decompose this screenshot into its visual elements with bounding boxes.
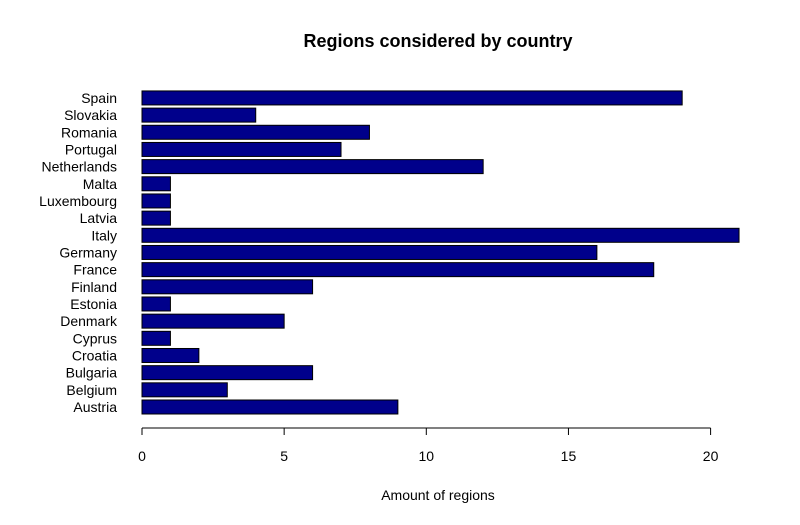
category-label-bulgaria: Bulgaria xyxy=(66,365,118,381)
category-label-estonia: Estonia xyxy=(70,296,117,312)
category-label-latvia: Latvia xyxy=(80,210,118,226)
x-axis-label: Amount of regions xyxy=(381,487,495,503)
category-label-luxembourg: Luxembourg xyxy=(39,193,117,209)
category-label-italy: Italy xyxy=(91,227,117,243)
category-label-belgium: Belgium xyxy=(66,382,117,398)
bar-latvia xyxy=(141,210,171,226)
bar-france xyxy=(141,262,655,278)
category-label-malta: Malta xyxy=(83,176,117,192)
bar-malta xyxy=(141,176,171,192)
category-label-france: France xyxy=(73,262,117,278)
category-label-austria: Austria xyxy=(73,399,117,415)
x-tick-label-20: 20 xyxy=(703,448,719,464)
category-label-portugal: Portugal xyxy=(65,141,117,157)
category-label-netherlands: Netherlands xyxy=(42,159,118,175)
category-label-croatia: Croatia xyxy=(72,347,117,363)
category-label-finland: Finland xyxy=(71,279,117,295)
x-tick-label-5: 5 xyxy=(280,448,288,464)
bar-austria xyxy=(141,399,399,415)
x-tick-label-10: 10 xyxy=(419,448,435,464)
category-label-germany: Germany xyxy=(59,244,117,260)
bar-bulgaria xyxy=(141,365,314,381)
category-label-slovakia: Slovakia xyxy=(64,107,117,123)
bar-belgium xyxy=(141,382,228,398)
bar-slovakia xyxy=(141,107,257,123)
bar-luxembourg xyxy=(141,193,171,209)
category-label-cyprus: Cyprus xyxy=(73,330,117,346)
bar-romania xyxy=(141,124,370,140)
bar-portugal xyxy=(141,141,342,157)
category-label-romania: Romania xyxy=(61,124,117,140)
bar-cyprus xyxy=(141,330,171,346)
chart-title: Regions considered by country xyxy=(303,31,572,51)
bar-spain xyxy=(141,90,683,106)
bar-estonia xyxy=(141,296,171,312)
x-axis: 0 5 10 15 20 xyxy=(138,427,719,464)
category-label-denmark: Denmark xyxy=(60,313,118,329)
bar-croatia xyxy=(141,347,200,363)
bar-italy xyxy=(141,227,740,243)
bar-netherlands xyxy=(141,159,484,175)
bars-group xyxy=(141,90,740,415)
bar-denmark xyxy=(141,313,285,329)
bar-germany xyxy=(141,244,598,260)
category-label-spain: Spain xyxy=(81,90,117,106)
x-tick-label-0: 0 xyxy=(138,448,146,464)
x-tick-label-15: 15 xyxy=(561,448,577,464)
bar-finland xyxy=(141,279,314,295)
